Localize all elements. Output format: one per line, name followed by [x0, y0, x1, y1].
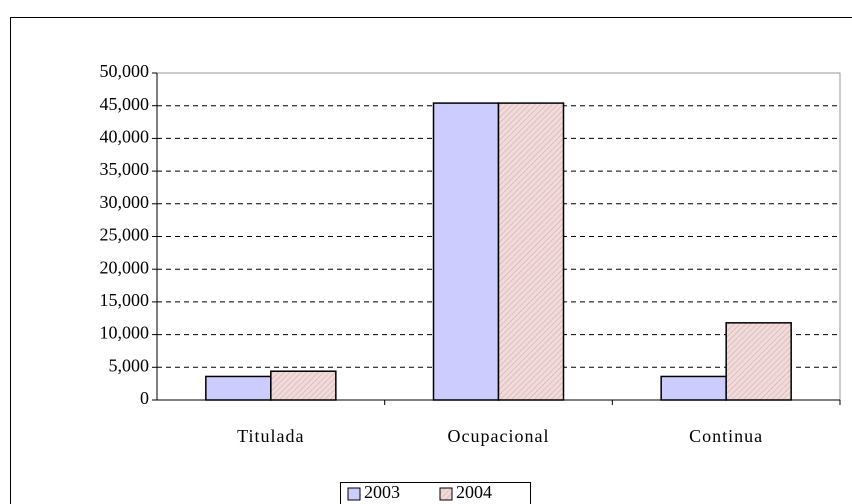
legend-label: 2003 [364, 482, 400, 502]
bar [725, 322, 792, 401]
bar [660, 375, 727, 401]
bar [205, 375, 272, 401]
y-tick-label: 10,000 [100, 323, 150, 343]
y-tick-label: 50,000 [100, 61, 150, 81]
x-tick-label: Ocupacional [448, 426, 550, 446]
legend-label: 2004 [456, 482, 492, 502]
y-tick-label: 40,000 [100, 127, 150, 147]
y-tick-label: 35,000 [100, 159, 150, 179]
legend-box [340, 482, 531, 504]
legend-swatch [347, 487, 361, 501]
y-tick-label: 0 [140, 388, 149, 408]
bar [432, 102, 500, 401]
y-tick-label: 5,000 [109, 355, 150, 375]
bar [270, 370, 337, 401]
y-tick-label: 20,000 [100, 257, 150, 277]
plot-border [157, 72, 841, 400]
legend-swatch [439, 487, 453, 501]
bar [497, 102, 565, 401]
y-tick-label: 15,000 [100, 290, 150, 310]
y-tick-label: 30,000 [100, 192, 150, 212]
x-tick-label: Continua [689, 426, 763, 446]
x-tick-label: Titulada [237, 426, 304, 446]
y-tick-label: 45,000 [100, 94, 150, 114]
y-tick-label: 25,000 [100, 225, 150, 245]
chart-frame [10, 17, 852, 504]
